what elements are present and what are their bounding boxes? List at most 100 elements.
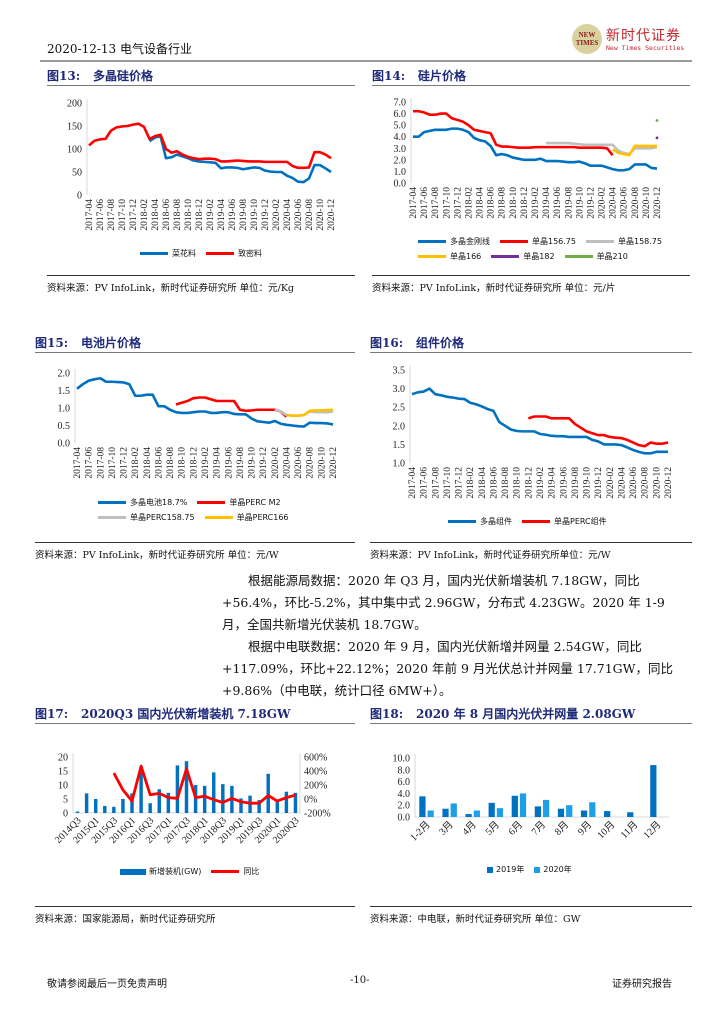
x-tick-label: 2018-08 (498, 187, 508, 219)
series-line (175, 396, 288, 418)
y-tick-label: 7.0 (394, 98, 407, 109)
legend-swatch (448, 520, 476, 523)
x-tick-label: 2018-02 (466, 467, 476, 499)
legend-swatch (98, 501, 126, 504)
x-tick-label: 2020-06 (294, 199, 304, 231)
figure-18-title: 图18: 2020 年 8 月国内光伏并网量 2.08GW (370, 705, 692, 724)
bar (275, 801, 280, 813)
figure-17-legend: 新增装机(GW) 同比 (120, 864, 340, 879)
x-tick-label: 2018-02 (131, 447, 141, 479)
bar (473, 810, 480, 817)
bar (221, 784, 225, 813)
legend-item: 单晶158.75 (586, 234, 662, 249)
legend-item: 单晶PERC158.75 (98, 510, 195, 525)
x-tick-label: 10月 (595, 819, 618, 842)
x-tick-label: 2020-08 (305, 199, 315, 231)
bar (184, 761, 189, 813)
x-tick-label: 8月 (552, 819, 571, 838)
x-tick-label: 1-2月 (408, 819, 433, 844)
x-tick-label: 2019-04 (548, 467, 558, 499)
x-tick-label: 2020-06 (629, 467, 639, 499)
x-tick-label: 2019-12 (259, 447, 269, 479)
figure-15-source: 资料来源：PV InfoLink，新时代证券研究所 单位：元/W (35, 542, 355, 561)
logo-en: New Times Securities (606, 44, 685, 52)
x-tick-label: 2017-04 (409, 187, 419, 219)
x-tick-label: 2017-08 (431, 187, 441, 219)
figure-number: 图14: (372, 69, 406, 83)
series-line (148, 134, 332, 184)
y-tick-label: 2.0 (393, 421, 406, 432)
y2-tick-label: -200% (304, 809, 331, 820)
x-tick-label: 2018-02 (140, 199, 150, 231)
x-tick-label: 2020-12 (327, 199, 337, 231)
series-line (112, 764, 296, 805)
bar (75, 811, 80, 813)
figure-16-title: 图16: 组件价格 (370, 334, 692, 353)
legend-swatch (98, 516, 126, 519)
footer-disclaimer[interactable]: 敬请参阅最后一页免责声明 (47, 979, 167, 990)
legend-item: 单晶PERC166 (204, 510, 289, 525)
legend-swatch (211, 870, 240, 873)
y-tick-label: 0.0 (394, 179, 407, 190)
legend-item: 多晶组件 (448, 514, 512, 529)
x-tick-label: 2018-08 (501, 467, 511, 499)
x-tick-label: 2019-04 (217, 199, 227, 231)
legend-swatch (206, 252, 234, 255)
bar (266, 773, 270, 813)
series-line (411, 387, 668, 455)
x-tick-label: 2019-12 (586, 187, 596, 219)
y-tick-label: 8.0 (398, 765, 411, 776)
bar (148, 803, 152, 813)
y-tick-label: 50 (72, 168, 82, 179)
x-tick-label: 2017-10 (118, 199, 128, 231)
legend-item: 多晶电池18.7% (98, 495, 187, 510)
bar (465, 814, 472, 817)
legend-swatch (500, 240, 528, 243)
logo-emblem-icon: NEW TIMES (572, 24, 602, 54)
figure-14-source: 资料来源：PV InfoLink，新时代证券研究所 单位：元/片 (372, 275, 690, 294)
x-tick-label: 2018-10 (509, 187, 519, 219)
bar (212, 772, 216, 813)
y-tick-label: 2.5 (393, 403, 406, 414)
bar (627, 812, 634, 817)
figure-18-source: 资料来源：中电联，新时代证券研究所 单位：GW (370, 906, 692, 925)
x-tick-label: 2018-12 (520, 187, 530, 219)
legend-swatch (204, 516, 233, 519)
figure-18-legend: 2019年 2020年 (487, 862, 647, 877)
x-tick-label: 2020-08 (631, 187, 641, 219)
x-tick-label: 2017-04 (73, 447, 83, 479)
y-tick-label: 1.0 (58, 404, 71, 415)
y-tick-label: 150 (67, 122, 82, 133)
legend-swatch (534, 866, 541, 873)
legend-item: 2020年 (534, 862, 572, 877)
x-tick-label: 2017-06 (96, 199, 106, 231)
figure-14-title: 图14: 硅片价格 (372, 67, 690, 86)
legend-label: 多晶组件 (480, 517, 512, 526)
x-tick-label: 2019-02 (531, 187, 541, 219)
x-tick-label: 2017-04 (85, 199, 95, 231)
x-tick-label: 2019-10 (248, 447, 258, 479)
legend-item: 2019年 (487, 862, 524, 877)
bar (112, 806, 116, 813)
legend-swatch (140, 252, 168, 255)
bar (139, 771, 143, 813)
bar (566, 805, 573, 817)
y-tick-label: 1.0 (394, 167, 407, 178)
bar (534, 806, 541, 817)
x-tick-label: 2017-08 (107, 199, 117, 231)
legend-item: 多晶金刚线 (418, 234, 490, 249)
figure-number: 图13: (47, 69, 81, 83)
x-tick-label: 2019-08 (564, 187, 574, 219)
figure-number: 图15: (35, 336, 69, 350)
legend-label: 单晶PERC158.75 (130, 513, 195, 522)
x-tick-label: 2018-12 (189, 447, 199, 479)
x-tick-label: 2018-06 (162, 199, 172, 231)
series-point (655, 136, 659, 140)
x-tick-label: 2017-12 (129, 199, 139, 231)
legend-label: 单晶PERC166 (236, 513, 289, 522)
figure-caption: 2020 年 8 月国内光伏并网量 2.08GW (416, 707, 636, 721)
figure-number: 图17: (35, 707, 69, 721)
figure-17-source: 资料来源：国家能源局，新时代证券研究所 (35, 906, 355, 925)
figure-16-source: 资料来源：PV InfoLink，新时代证券研究所单位：元/W (370, 542, 692, 561)
